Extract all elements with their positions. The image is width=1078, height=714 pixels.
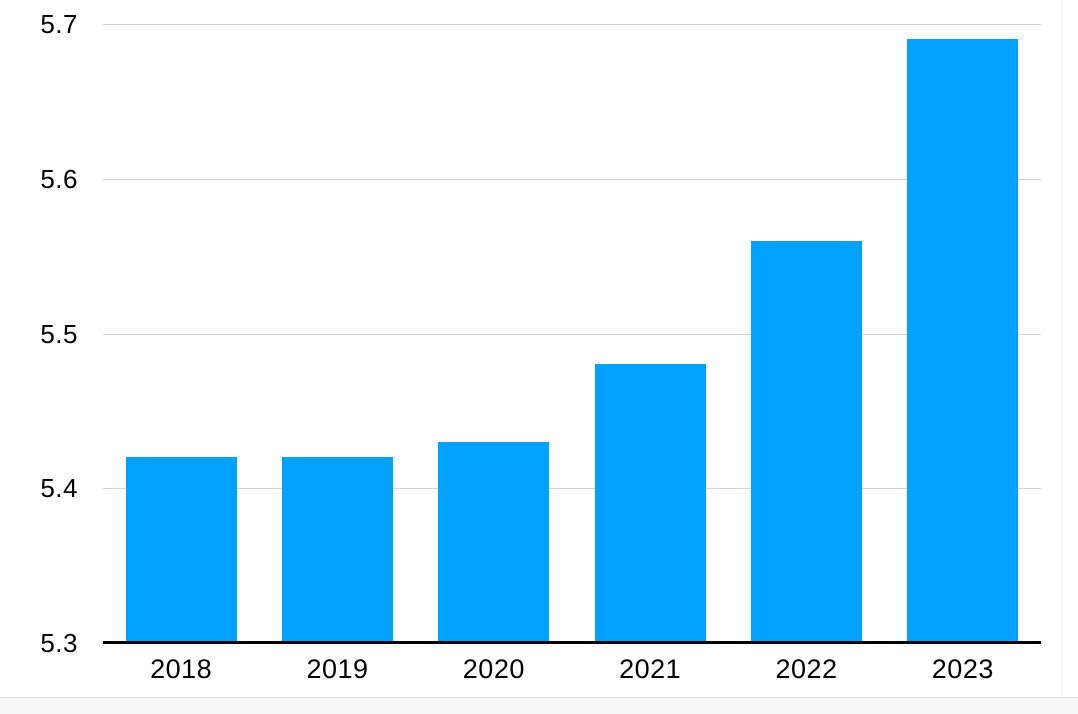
x-tick-label-2019: 2019 (306, 654, 369, 684)
x-tick-label-2022: 2022 (775, 654, 838, 684)
gridline-5.4 (103, 488, 1041, 490)
gridline-5.6 (103, 178, 1041, 180)
y-tick-label-5.5: 5.5 (40, 318, 78, 349)
bar-2019[interactable] (282, 457, 393, 643)
bar-2023[interactable] (907, 39, 1019, 643)
gridline-5.5 (103, 333, 1041, 335)
x-tick-label-2023: 2023 (931, 654, 994, 684)
bar-2018[interactable] (125, 457, 237, 643)
y-tick-label-5.4: 5.4 (40, 473, 78, 504)
y-tick-label-5.6: 5.6 (40, 163, 78, 194)
x-axis-line (103, 641, 1041, 644)
bar-2021[interactable] (594, 364, 706, 643)
bar-2020[interactable] (438, 441, 550, 643)
gridline-5.7 (103, 24, 1041, 25)
y-tick-label-5.7: 5.7 (40, 9, 78, 39)
bar-2022[interactable] (751, 240, 862, 643)
y-tick-label-5.3: 5.3 (40, 628, 78, 658)
x-tick-label-2018: 2018 (150, 654, 213, 684)
window-edge-divider (1061, 0, 1062, 697)
x-tick-label-2021: 2021 (619, 654, 682, 684)
x-tick-label-2020: 2020 (462, 654, 525, 684)
footer-strip (0, 697, 1078, 714)
plot-area (103, 0, 1041, 643)
